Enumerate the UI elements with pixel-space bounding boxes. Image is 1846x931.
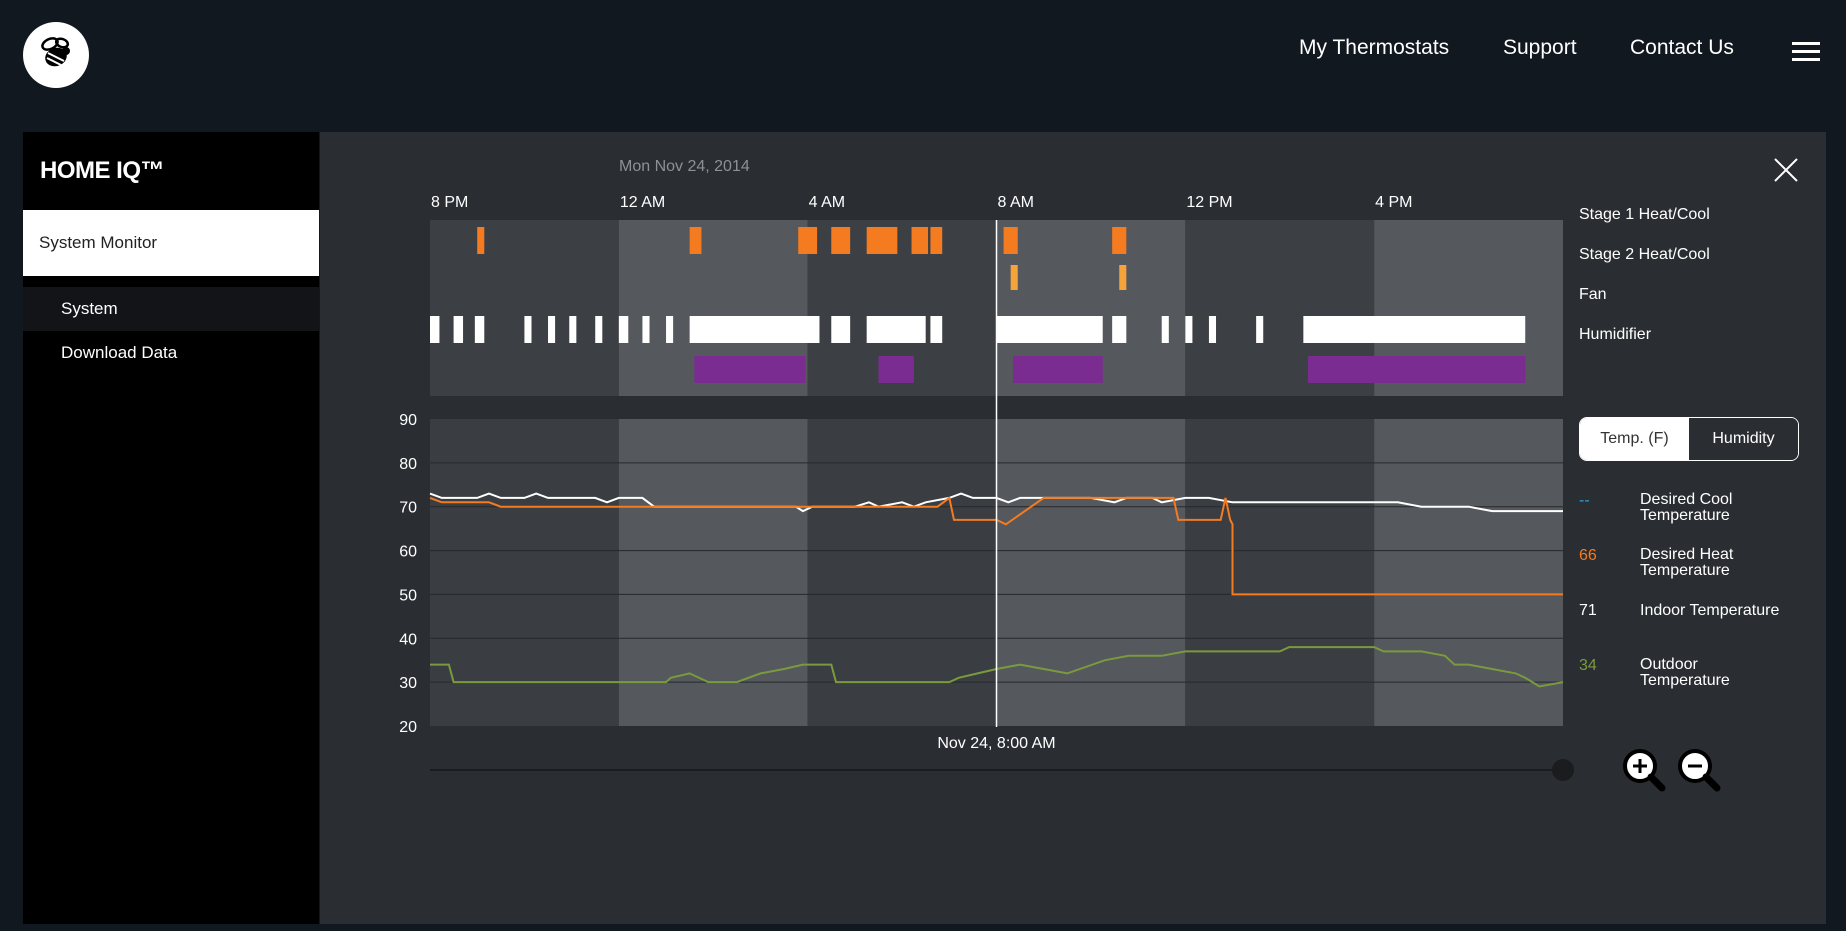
humidifier-bar [1013, 356, 1103, 383]
fan-bar [474, 316, 485, 343]
x-tick-label: 4 PM [1375, 194, 1412, 211]
series-line-desired-heat-temperature [429, 496, 1563, 596]
stage2-bar [1010, 265, 1018, 290]
series-line-outdoor-temperature [430, 646, 1564, 688]
top-navigation-bar: My Thermostats Support Contact Us [0, 0, 1846, 110]
system-monitor-panel: Mon Nov 24, 2014 90 80 70 60 50 40 30 20 8 PM 12 … [320, 132, 1826, 924]
date-label: Mon Nov 24, 2014 [619, 158, 750, 175]
nav-support[interactable]: Support [1503, 36, 1577, 59]
legend-cool-value: -- [1579, 492, 1590, 509]
row-label-stage1: Stage 1 Heat/Cool [1579, 206, 1710, 223]
activity-band [430, 220, 619, 396]
fan-bar [666, 316, 674, 343]
fan-bar [569, 316, 577, 343]
stage1-bar [689, 227, 702, 254]
legend-heat-value: 66 [1579, 547, 1597, 564]
row-label-humidifier: Humidifier [1579, 326, 1652, 343]
temp-humidity-toggle: Temp. (F) Humidity [1579, 417, 1799, 461]
graph-band [996, 419, 1186, 726]
legend-outdoor-label: Outdoor Temperature [1640, 656, 1730, 689]
legend-indoor-value: 71 [1579, 602, 1597, 619]
stage1-bar [831, 227, 851, 254]
fan-bar [1303, 316, 1526, 343]
humidifier-bar [694, 356, 806, 383]
sidebar-item-system-monitor[interactable]: System Monitor [23, 210, 319, 276]
toggle-humidity[interactable]: Humidity [1689, 418, 1798, 460]
fan-bar [430, 316, 440, 343]
fan-bar [1185, 316, 1193, 343]
stage1-bar [1003, 227, 1018, 254]
row-label-stage2: Stage 2 Heat/Cool [1579, 246, 1710, 263]
graph-band [1185, 419, 1375, 726]
y-tick-label: 30 [399, 675, 417, 692]
cursor-time-label: Nov 24, 8:00 AM [937, 735, 1055, 752]
legend-heat-label: Desired Heat Temperature [1640, 546, 1734, 579]
fan-bar [866, 316, 926, 343]
fan-bar [831, 316, 851, 343]
graph-band [618, 419, 808, 726]
y-tick-label: 90 [399, 412, 417, 429]
time-scrubber-handle[interactable] [1552, 759, 1574, 781]
fan-bar [1112, 316, 1127, 343]
nav-contact-us[interactable]: Contact Us [1630, 36, 1734, 59]
stage1-bar [866, 227, 898, 254]
bee-logo-icon[interactable] [23, 22, 89, 88]
nav-my-thermostats[interactable]: My Thermostats [1299, 36, 1450, 59]
y-tick-label: 80 [399, 456, 417, 473]
x-tick-label: 12 PM [1186, 194, 1232, 211]
graph-band [1374, 419, 1563, 726]
hamburger-menu-icon[interactable] [1792, 42, 1820, 62]
close-icon[interactable] [1773, 157, 1799, 183]
graph-band [430, 419, 619, 726]
sidebar: HOME IQ™ System Monitor System Download … [23, 132, 319, 924]
x-tick-label: 8 PM [431, 194, 468, 211]
stage1-bar [477, 227, 485, 254]
stage1-bar [911, 227, 929, 254]
fan-bar [996, 316, 1103, 343]
legend-cool-label: Desired Cool Temperature [1640, 491, 1733, 524]
fan-bar [453, 316, 464, 343]
row-label-fan: Fan [1579, 286, 1607, 303]
zoom-in-icon[interactable] [1620, 746, 1666, 792]
fan-bar [595, 316, 603, 343]
legend-indoor-label: Indoor Temperature [1640, 602, 1780, 619]
fan-bar [689, 316, 820, 343]
app-title: HOME IQ™ [40, 157, 165, 184]
toggle-temp[interactable]: Temp. (F) [1580, 418, 1689, 460]
stage1-bar [930, 227, 943, 254]
y-tick-label: 60 [399, 544, 417, 561]
fan-bar [1256, 316, 1264, 343]
fan-bar [930, 316, 943, 343]
y-tick-label: 20 [399, 719, 417, 736]
x-tick-label: 8 AM [998, 194, 1034, 211]
sidebar-item-system[interactable]: System [23, 287, 319, 331]
fan-bar [618, 316, 629, 343]
humidifier-bar [878, 356, 914, 383]
stage1-bar [798, 227, 818, 254]
y-tick-label: 40 [399, 631, 417, 648]
zoom-out-icon[interactable] [1675, 746, 1721, 792]
sidebar-item-download-data[interactable]: Download Data [61, 343, 178, 362]
graph-band [807, 419, 997, 726]
fan-bar [1208, 316, 1217, 343]
system-chart: 90 80 70 60 50 40 30 20 8 PM 12 AM 4 AM 8 AM 12 PM 4 … [399, 194, 1574, 781]
x-tick-label: 4 AM [809, 194, 845, 211]
fan-bar [1161, 316, 1169, 343]
y-tick-label: 50 [399, 587, 417, 604]
stage2-bar [1119, 265, 1127, 290]
x-tick-label: 12 AM [620, 194, 665, 211]
legend-outdoor-value: 34 [1579, 657, 1597, 674]
fan-bar [524, 316, 532, 343]
fan-bar [548, 316, 556, 343]
humidifier-bar [1308, 356, 1526, 383]
stage1-bar [1112, 227, 1127, 254]
y-tick-label: 70 [399, 500, 417, 517]
fan-bar [642, 316, 650, 343]
